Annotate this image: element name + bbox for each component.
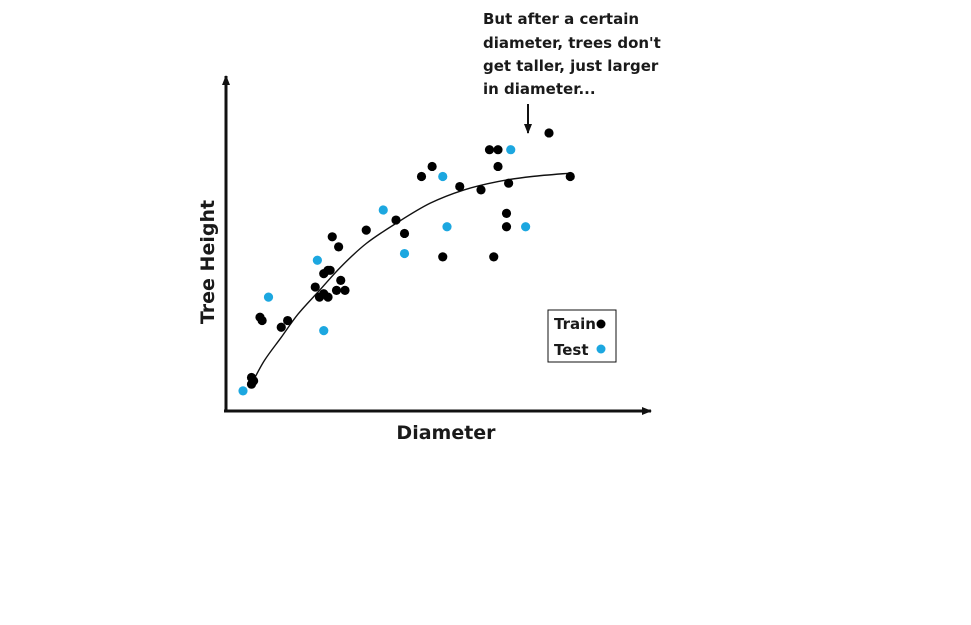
test-point bbox=[399, 248, 410, 259]
test-point bbox=[238, 386, 248, 396]
test-point bbox=[378, 205, 388, 215]
annotation-line-4: in diameter... bbox=[483, 80, 596, 98]
train-point bbox=[334, 242, 344, 252]
legend-label-train: Train bbox=[554, 315, 596, 333]
train-point bbox=[399, 228, 410, 239]
train-point bbox=[484, 145, 495, 155]
train-point bbox=[327, 232, 337, 242]
legend: Train Test bbox=[547, 309, 617, 363]
legend-marker-train bbox=[596, 319, 606, 329]
train-point bbox=[493, 145, 503, 155]
test-point bbox=[521, 222, 531, 232]
train-point bbox=[489, 252, 499, 262]
test-point bbox=[319, 326, 329, 336]
train-point bbox=[501, 208, 512, 218]
test-point bbox=[442, 222, 452, 232]
fit-curve bbox=[250, 172, 571, 385]
test-point bbox=[312, 255, 322, 265]
annotation-line-1: But after a certain bbox=[483, 10, 639, 28]
train-point bbox=[416, 171, 427, 182]
train-point bbox=[249, 376, 259, 386]
train-point bbox=[361, 225, 371, 235]
train-point bbox=[438, 252, 448, 262]
train-point bbox=[340, 285, 350, 295]
data-points bbox=[238, 128, 575, 396]
legend-box bbox=[547, 309, 617, 363]
train-point bbox=[504, 178, 514, 188]
train-point bbox=[336, 275, 346, 285]
train-point bbox=[476, 185, 486, 195]
annotation: But after a certain diameter, trees don'… bbox=[483, 10, 661, 98]
train-point bbox=[427, 161, 437, 172]
annotation-line-3: get taller, just larger bbox=[483, 57, 659, 75]
train-point bbox=[331, 285, 342, 295]
y-axis-label: Tree Height bbox=[197, 200, 219, 324]
train-point bbox=[323, 292, 333, 302]
train-point bbox=[565, 171, 575, 182]
annotation-line-2: diameter, trees don't bbox=[483, 34, 661, 52]
train-point bbox=[544, 128, 554, 138]
train-point bbox=[257, 315, 267, 326]
legend-marker-test bbox=[596, 344, 606, 354]
test-point bbox=[263, 292, 274, 302]
train-point bbox=[501, 222, 512, 232]
test-point bbox=[438, 171, 448, 182]
train-point bbox=[455, 181, 465, 192]
train-point bbox=[310, 282, 320, 292]
x-axis-label: Diameter bbox=[396, 422, 496, 444]
train-point bbox=[493, 161, 503, 172]
train-point bbox=[325, 265, 335, 275]
train-point bbox=[276, 322, 286, 332]
test-point bbox=[506, 145, 516, 155]
train-point bbox=[283, 315, 293, 326]
train-point bbox=[391, 215, 401, 225]
legend-label-test: Test bbox=[554, 341, 589, 359]
